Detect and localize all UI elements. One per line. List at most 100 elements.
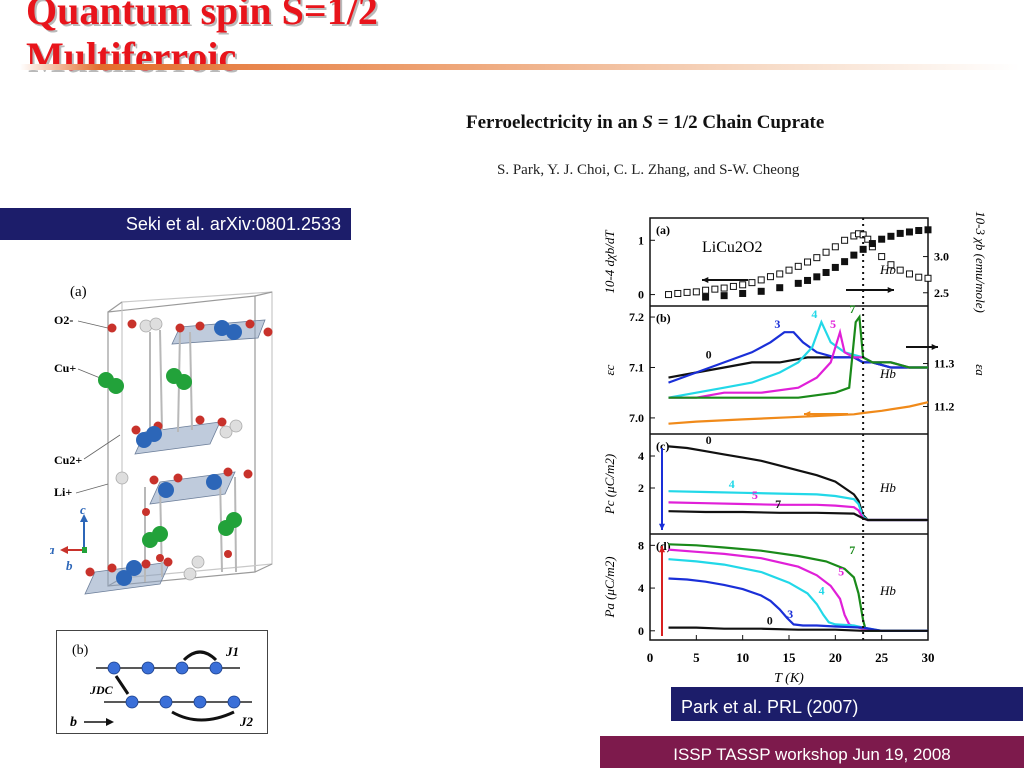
oxygen-atoms [85, 319, 273, 577]
data-point [702, 293, 710, 301]
series-label: 7 [849, 543, 855, 557]
plot-frame [649, 217, 929, 641]
data-point [905, 228, 913, 236]
paper-title-prefix: Ferroelectricity in an [466, 112, 643, 133]
label-leaders [75, 320, 121, 494]
arrow-pc-down-head [658, 523, 666, 530]
y-tick-label: 0 [638, 624, 644, 638]
y-tick-label-right: 3.0 [934, 250, 949, 264]
x-tick-label: 20 [829, 650, 842, 665]
data-point [757, 287, 765, 295]
x-tick-label: 5 [693, 650, 700, 665]
data-point [785, 266, 793, 274]
arrow-left-axis-head [702, 276, 709, 284]
data-point [924, 226, 932, 234]
data-point [850, 251, 858, 259]
data-point [905, 270, 913, 278]
data-point [702, 286, 710, 294]
y-tick-label: 8 [638, 538, 644, 552]
data-point [804, 276, 812, 284]
x-tick-label: 10 [736, 650, 749, 665]
data-point [739, 281, 747, 289]
axis-label-b: b [66, 558, 73, 573]
series-label: 4 [819, 583, 825, 597]
x-tick-label: 25 [875, 650, 889, 665]
axis-label-c: c [80, 502, 86, 517]
paper-title-suffix: Chain Cuprate [697, 112, 825, 133]
x-tick-label: 15 [783, 650, 797, 665]
data-point [757, 276, 765, 284]
panel-label: (a) [656, 223, 670, 237]
li-atoms [115, 317, 243, 581]
series-label: 7 [775, 497, 781, 511]
series-line [668, 331, 928, 384]
y-tick-label: 2 [638, 481, 644, 495]
data-point [674, 289, 682, 297]
y-axis-label: Pc (μC/m2) [602, 454, 617, 515]
data-point [794, 279, 802, 287]
y-tick-label: 0 [638, 288, 644, 302]
y-tick-label-right: 11.2 [934, 400, 954, 414]
data-point [776, 270, 784, 278]
y-tick-label-right: 2.5 [934, 286, 949, 300]
y-tick-label: 4 [638, 581, 644, 595]
y-axis-label: Pa (μC/m2) [602, 556, 617, 618]
title-underline [20, 64, 1020, 70]
arrow-epsilon-a-head [931, 343, 938, 351]
series-label: 7 [849, 302, 855, 316]
data-point [813, 254, 821, 262]
label-j2: J2 [239, 714, 254, 729]
series-label: 5 [830, 317, 836, 331]
reference-park: Park et al. PRL (2007) [671, 687, 1023, 721]
paper-title-eq: = 1/2 [652, 112, 698, 133]
data-point [720, 284, 728, 292]
data-point [766, 273, 774, 281]
field-label: Hb [879, 366, 896, 381]
data-point [887, 232, 895, 240]
reference-seki: Seki et al. arXiv:0801.2533 [0, 208, 351, 240]
y-tick-label: 4 [638, 449, 644, 463]
series-line [668, 313, 928, 399]
data-point [878, 235, 886, 243]
axis-triad: c a b [50, 502, 88, 573]
series-label: 5 [838, 564, 844, 578]
series-line [668, 327, 928, 399]
label-b: b [70, 715, 77, 730]
data-point [748, 279, 756, 287]
data-point [776, 284, 784, 292]
series-label: 0 [767, 613, 773, 627]
y-tick-label-right: 11.3 [934, 357, 954, 371]
atom-labels: O2- Cu+ Cu2+ Li+ [54, 313, 82, 499]
data-point [822, 268, 830, 276]
data-point [896, 266, 904, 274]
data-point [924, 274, 932, 282]
slide-title: Quantum spin S=1/2 Multiferroic [26, 0, 378, 80]
label-cu1: Cu+ [54, 361, 76, 375]
y-tick-label: 7.1 [629, 360, 644, 374]
data-point [896, 229, 904, 237]
bonds [144, 329, 237, 582]
label-jdc: JDC [89, 683, 114, 697]
crystal-structure-figure: (a) O2- Cu+ Cu2+ Li+ [50, 284, 273, 595]
x-axis-label: T (K) [774, 671, 804, 686]
y-axis-label-right: 10-3 χb (emu/mole) [973, 211, 988, 313]
compound-label: LiCu2O2 [702, 239, 762, 256]
cu1-atoms [98, 368, 242, 548]
panel-label: (b) [656, 311, 671, 325]
data-point [915, 273, 923, 281]
multi-panel-chart: (a) 0 1 2.5 3.0 10-4 dχb/dT 10-3 χb (emu/mole)… [602, 211, 988, 686]
x-tick-label: 30 [922, 650, 935, 665]
series-line [668, 577, 928, 632]
arrow-right-axis-head [887, 286, 894, 294]
data-point [739, 289, 747, 297]
y-axis-label: εc [602, 364, 617, 375]
y-tick-label: 7.0 [629, 411, 644, 425]
label-li: Li+ [54, 485, 72, 499]
data-point [822, 248, 830, 256]
series-label: 3 [774, 317, 780, 331]
paper-title: Ferroelectricity in an S = 1/2 Chain Cup… [466, 112, 824, 134]
data-point [831, 263, 839, 271]
spin-chain-figure: (b) J1 JDC J2 b [56, 630, 268, 734]
data-point [683, 288, 691, 296]
series-label: 3 [787, 607, 793, 621]
